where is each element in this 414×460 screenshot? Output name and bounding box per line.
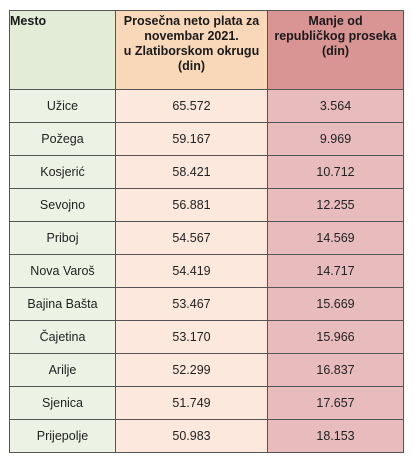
- average-salary-cell: 65.572: [115, 89, 268, 123]
- city-cell: Užice: [9, 89, 116, 123]
- header-average-line: Prosečna neto plata za: [123, 14, 260, 28]
- city-cell: Čajetina: [9, 320, 116, 354]
- header-city: Mesto: [9, 10, 116, 90]
- city-cell: Nova Varoš: [9, 254, 116, 288]
- below-average-cell: 15.966: [267, 320, 404, 354]
- average-salary-cell: 54.419: [115, 254, 268, 288]
- city-cell: Priboj: [9, 221, 116, 255]
- below-average-cell: 3.564: [267, 89, 404, 123]
- below-average-cell: 14.569: [267, 221, 404, 255]
- table-row: Užice 65.572 3.564: [9, 89, 404, 123]
- header-average-line: (din): [177, 59, 206, 73]
- table-row: Bajina Bašta 53.467 15.669: [9, 287, 404, 321]
- header-below-line: republičkog proseka: [274, 29, 397, 43]
- average-salary-cell: 59.167: [115, 122, 268, 156]
- city-cell: Bajina Bašta: [9, 287, 116, 321]
- below-average-cell: 16.837: [267, 353, 404, 387]
- average-salary-cell: 52.299: [115, 353, 268, 387]
- average-salary-cell: 51.749: [115, 386, 268, 420]
- table-row: Nova Varoš 54.419 14.717: [9, 254, 404, 288]
- city-cell: Arilje: [9, 353, 116, 387]
- header-below-line: Manje od: [308, 14, 363, 28]
- table-row: Prijepolje 50.983 18.153: [9, 419, 404, 453]
- header-below-line: (din): [321, 44, 350, 58]
- table-row: Sevojno 56.881 12.255: [9, 188, 404, 222]
- header-average-line: u Zlatiborskom okrugu: [123, 44, 260, 58]
- header-average-line: novembar 2021.: [144, 29, 239, 43]
- header-row: Mesto Prosečna neto plata za novembar 20…: [9, 10, 404, 90]
- average-salary-cell: 54.567: [115, 221, 268, 255]
- city-cell: Kosjerić: [9, 155, 116, 189]
- below-average-cell: 14.717: [267, 254, 404, 288]
- city-cell: Sevojno: [9, 188, 116, 222]
- below-average-cell: 18.153: [267, 419, 404, 453]
- salary-table: Mesto Prosečna neto plata za novembar 20…: [9, 10, 404, 453]
- header-average-salary: Prosečna neto plata za novembar 2021. u …: [115, 10, 268, 90]
- below-average-cell: 12.255: [267, 188, 404, 222]
- table-row: Čajetina 53.170 15.966: [9, 320, 404, 354]
- table-row: Arilje 52.299 16.837: [9, 353, 404, 387]
- city-cell: Prijepolje: [9, 419, 116, 453]
- table-row: Sjenica 51.749 17.657: [9, 386, 404, 420]
- below-average-cell: 17.657: [267, 386, 404, 420]
- average-salary-cell: 56.881: [115, 188, 268, 222]
- average-salary-cell: 50.983: [115, 419, 268, 453]
- table-row: Priboj 54.567 14.569: [9, 221, 404, 255]
- table-row: Kosjerić 58.421 10.712: [9, 155, 404, 189]
- header-below-average: Manje od republičkog proseka (din): [267, 10, 404, 90]
- below-average-cell: 15.669: [267, 287, 404, 321]
- below-average-cell: 9.969: [267, 122, 404, 156]
- city-cell: Požega: [9, 122, 116, 156]
- average-salary-cell: 53.170: [115, 320, 268, 354]
- average-salary-cell: 53.467: [115, 287, 268, 321]
- table-row: Požega 59.167 9.969: [9, 122, 404, 156]
- city-cell: Sjenica: [9, 386, 116, 420]
- average-salary-cell: 58.421: [115, 155, 268, 189]
- below-average-cell: 10.712: [267, 155, 404, 189]
